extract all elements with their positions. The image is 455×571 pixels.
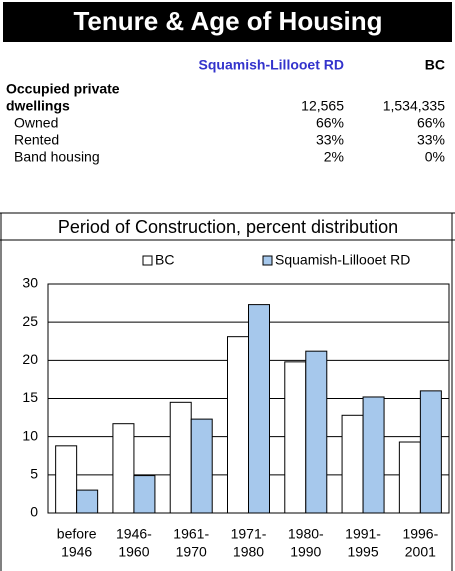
x-tick-label: 1961- xyxy=(173,526,209,542)
x-tick-label: 1971- xyxy=(231,526,267,542)
x-tick-label: 1946 xyxy=(61,544,92,560)
bar xyxy=(55,445,78,514)
legend-label: BC xyxy=(155,252,174,268)
bar xyxy=(190,418,213,514)
row-label: Occupied private xyxy=(6,81,120,97)
bar xyxy=(133,475,156,514)
legend-swatch xyxy=(262,255,273,266)
y-tick-label: 25 xyxy=(22,313,38,329)
y-tick-label: 10 xyxy=(22,427,38,443)
x-tick-label: 2001 xyxy=(405,544,436,560)
bar xyxy=(169,401,192,514)
y-tick-label: 15 xyxy=(22,389,38,405)
cell: 1,534,335 xyxy=(383,98,445,114)
bar xyxy=(227,336,249,514)
x-tick-label: 1970 xyxy=(176,544,207,560)
y-tick-label: 30 xyxy=(22,275,38,291)
chart-title: Period of Construction, percent distribu… xyxy=(58,217,398,237)
row-label: Owned xyxy=(14,115,58,131)
bar xyxy=(305,350,328,514)
page-title: Tenure & Age of Housing xyxy=(73,6,382,36)
x-tick-label: 1946- xyxy=(116,526,152,542)
x-tick-label: 1960 xyxy=(118,544,149,560)
row-label: dwellings xyxy=(6,98,70,114)
bar xyxy=(398,441,421,514)
y-tick-label: 20 xyxy=(22,351,38,367)
title-bar xyxy=(3,2,452,42)
x-tick-label: 1980 xyxy=(233,544,264,560)
x-tick-label: 1995 xyxy=(347,544,378,560)
row-label: Rented xyxy=(14,132,59,148)
bar xyxy=(112,423,135,514)
x-tick-label: 1990 xyxy=(290,544,321,560)
bar xyxy=(362,396,385,514)
cell: 0% xyxy=(425,149,445,165)
bar xyxy=(419,390,442,514)
cell: 2% xyxy=(324,149,344,165)
legend-swatch xyxy=(142,255,153,266)
cell: 66% xyxy=(417,115,445,131)
cell: 33% xyxy=(316,132,344,148)
y-tick-label: 0 xyxy=(30,504,38,520)
legend-label: Squamish-Lillooet RD xyxy=(275,252,410,268)
y-tick-label: 5 xyxy=(30,466,38,482)
x-tick-label: before xyxy=(57,526,97,542)
x-tick-label: 1991- xyxy=(345,526,381,542)
cell: 12,565 xyxy=(301,98,344,114)
bar xyxy=(248,304,270,514)
bar xyxy=(284,361,307,514)
bar xyxy=(341,414,364,514)
bar xyxy=(76,489,99,514)
x-tick-label: 1980- xyxy=(288,526,324,542)
cell: 66% xyxy=(316,115,344,131)
row-label: Band housing xyxy=(14,149,100,165)
column-header: Squamish-Lillooet RD xyxy=(199,57,344,73)
column-header: BC xyxy=(425,57,445,73)
x-tick-label: 1996- xyxy=(402,526,438,542)
cell: 33% xyxy=(417,132,445,148)
